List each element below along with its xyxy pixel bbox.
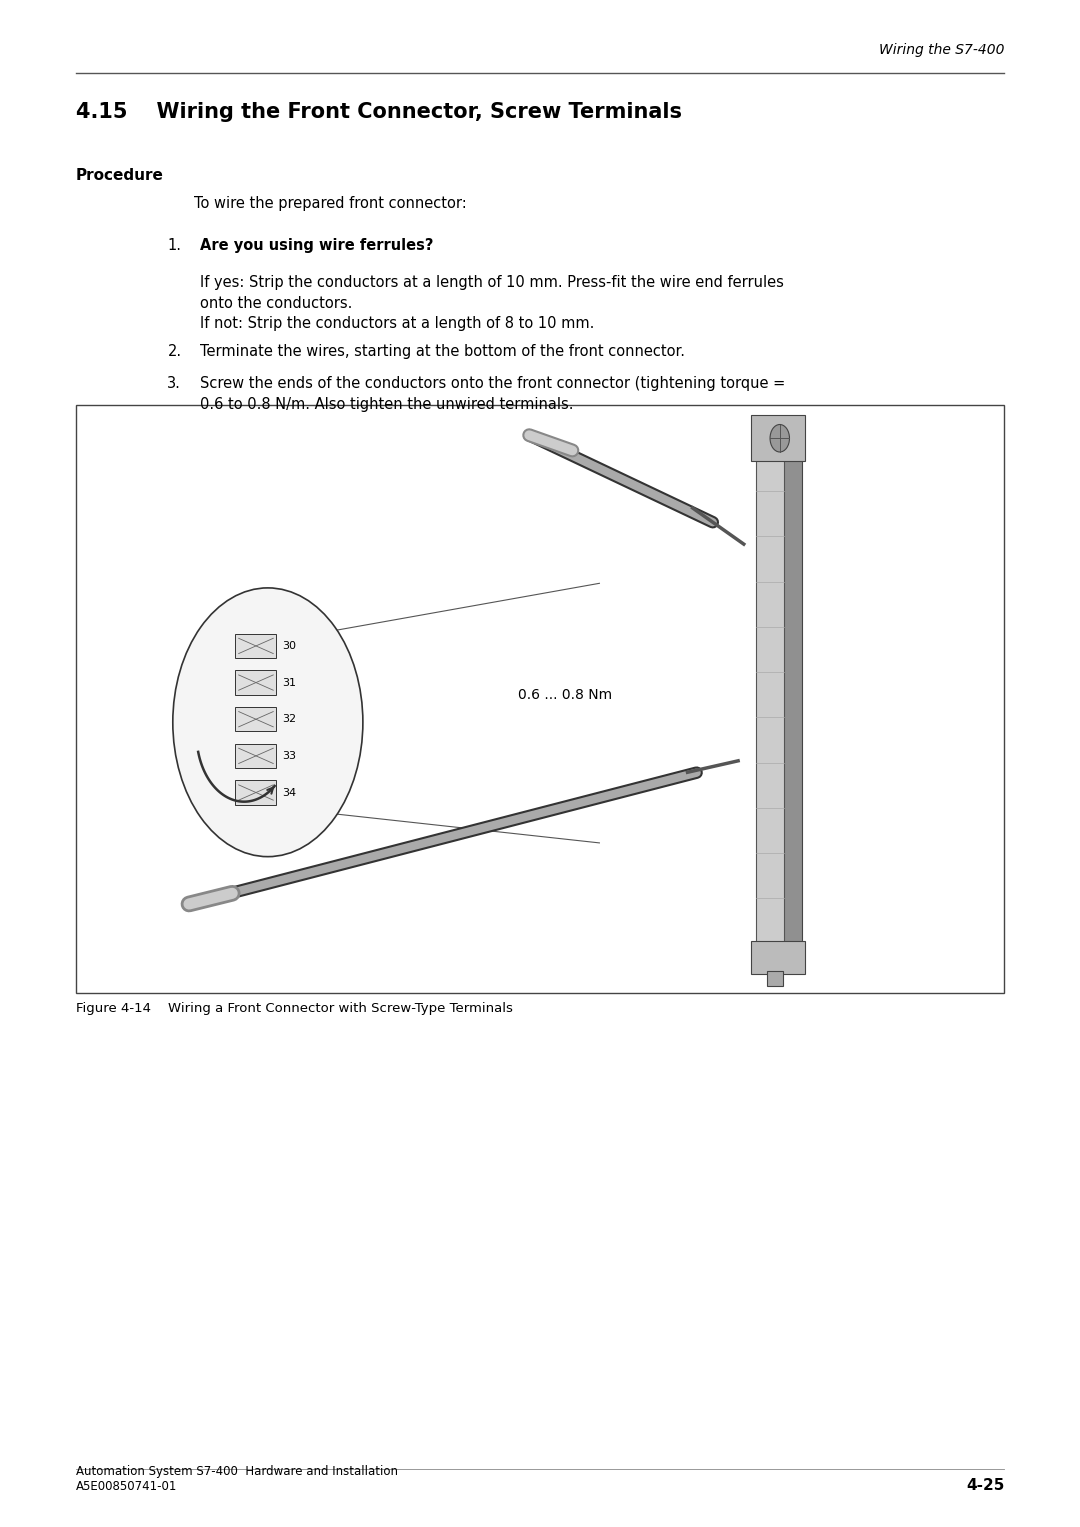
Bar [751, 941, 805, 974]
Text: 2.: 2. [167, 344, 181, 359]
Bar [783, 423, 802, 967]
Text: Terminate the wires, starting at the bottom of the front connector.: Terminate the wires, starting at the bot… [200, 344, 685, 359]
Text: Screw the ends of the conductors onto the front connector (tightening torque =
0: Screw the ends of the conductors onto th… [200, 376, 785, 412]
Text: 4-25: 4-25 [966, 1478, 1004, 1493]
Circle shape [770, 425, 789, 452]
Text: Wiring the S7-400: Wiring the S7-400 [879, 43, 1004, 56]
Text: 34: 34 [282, 788, 296, 797]
Text: 32: 32 [282, 715, 296, 724]
Bar [235, 780, 276, 805]
Text: 33: 33 [282, 751, 296, 760]
Bar [76, 405, 1004, 993]
Bar [235, 634, 276, 658]
Text: A5E00850741-01: A5E00850741-01 [76, 1480, 177, 1493]
Bar [235, 744, 276, 768]
Text: 0.6 ... 0.8 Nm: 0.6 ... 0.8 Nm [518, 687, 612, 702]
Bar [767, 971, 783, 986]
Text: Automation System S7-400  Hardware and Installation: Automation System S7-400 Hardware and In… [76, 1464, 397, 1478]
Bar [235, 707, 276, 731]
Text: 1.: 1. [167, 238, 181, 253]
Text: Procedure: Procedure [76, 168, 163, 183]
Bar [751, 415, 805, 461]
Text: Are you using wire ferrules?: Are you using wire ferrules? [200, 238, 433, 253]
Text: 30: 30 [282, 641, 296, 651]
Text: 3.: 3. [167, 376, 181, 391]
Text: If not: Strip the conductors at a length of 8 to 10 mm.: If not: Strip the conductors at a length… [200, 316, 594, 331]
Text: 31: 31 [282, 678, 296, 687]
Text: If yes: Strip the conductors at a length of 10 mm. Press-fit the wire end ferrul: If yes: Strip the conductors at a length… [200, 275, 784, 312]
Bar [235, 670, 276, 695]
Text: 4.15    Wiring the Front Connector, Screw Terminals: 4.15 Wiring the Front Connector, Screw T… [76, 102, 681, 122]
Bar [756, 423, 784, 967]
Text: Figure 4-14    Wiring a Front Connector with Screw-Type Terminals: Figure 4-14 Wiring a Front Connector wit… [76, 1002, 513, 1015]
Circle shape [173, 588, 363, 857]
Text: To wire the prepared front connector:: To wire the prepared front connector: [194, 195, 468, 211]
